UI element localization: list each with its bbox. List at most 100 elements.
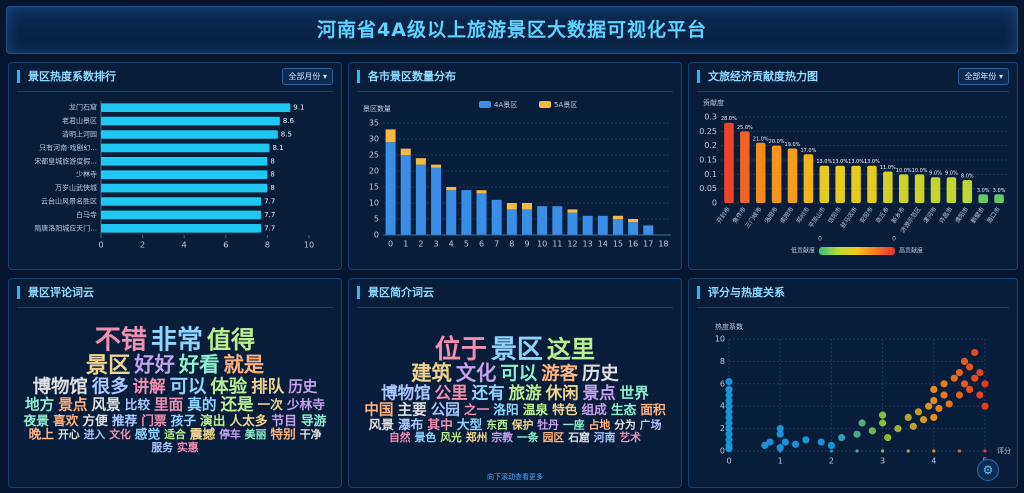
filter-text[interactable]: 全部年份 bbox=[964, 72, 997, 81]
x-tick-label: 4 bbox=[182, 241, 187, 250]
point bbox=[976, 369, 984, 377]
word: 景色 bbox=[415, 430, 437, 444]
word: 园区 bbox=[543, 431, 565, 444]
point bbox=[761, 441, 769, 449]
bar-segment bbox=[643, 225, 654, 235]
divider bbox=[697, 91, 1009, 92]
bar bbox=[867, 165, 877, 203]
value-label: 21.0% bbox=[753, 136, 769, 142]
panel-title: 景区热度系数排行 bbox=[17, 70, 116, 83]
x-tick-label: 3 bbox=[434, 240, 439, 249]
word: 还有 bbox=[471, 383, 505, 403]
word: 晚上 bbox=[29, 427, 55, 442]
x-tick-label: 6 bbox=[223, 241, 228, 250]
bar bbox=[101, 183, 268, 193]
x-tick-label: 10 bbox=[304, 241, 314, 250]
x-tick-label: 2 bbox=[418, 240, 423, 249]
bar-segment bbox=[537, 206, 548, 235]
x-tick-label: 鹤壁市 bbox=[969, 205, 986, 224]
panel: 各市景区数量分布 0 5 10 15 20 25 30 35 景区数量 4A景区 5A景区 0 1 2 3 4… bbox=[348, 62, 682, 270]
bar-segment bbox=[567, 212, 578, 235]
word: 历史 bbox=[582, 363, 619, 385]
bar-segment bbox=[476, 193, 487, 235]
page-title: 河南省4A级以上旅游景区大数据可视化平台 bbox=[6, 6, 1018, 54]
bar bbox=[898, 174, 909, 203]
x-tick-label: 漯河市 bbox=[921, 205, 938, 224]
value-label: 8 bbox=[270, 157, 274, 165]
panel-title: 文旅经济贡献度热力图 bbox=[697, 70, 818, 83]
point bbox=[957, 449, 961, 453]
y-tick-label: 6 bbox=[720, 379, 725, 388]
bar bbox=[946, 177, 957, 203]
bar bbox=[851, 165, 861, 203]
filter-dropdown[interactable]: 全部月份 ▾ bbox=[282, 68, 333, 85]
chart: 0 0.05 0.1 0.15 0.2 0.25 0.3 贡献度 28.0% 开封市 25.0% 焦作… bbox=[699, 98, 1007, 255]
point bbox=[725, 430, 733, 438]
word: 还是 bbox=[219, 395, 254, 414]
filter-text[interactable]: 全部月份 bbox=[288, 72, 321, 81]
scroll-hint: 向下滚动查看更多 bbox=[487, 472, 543, 481]
y-axis-label: 贡献度 bbox=[703, 98, 724, 107]
x-tick-label: 1 bbox=[403, 240, 408, 249]
bar bbox=[101, 143, 270, 153]
y-tick-label: 白马寺 bbox=[76, 210, 97, 219]
value-label: 9.1 bbox=[293, 104, 304, 112]
chart: 不错 非常 值得景区 好好 好看 就是博物馆 很多 讲解 可以 体验 排队 历史地方 景点 风景 比较 里面真… bbox=[23, 325, 327, 453]
bar bbox=[740, 131, 750, 203]
point bbox=[955, 369, 963, 377]
word: 大型 bbox=[457, 417, 483, 432]
point bbox=[906, 449, 910, 453]
word: 游客 bbox=[541, 363, 578, 385]
word: 很多 bbox=[92, 375, 129, 397]
word: 公园 bbox=[431, 402, 460, 419]
visual-map-min: 0 bbox=[818, 236, 822, 243]
x-tick-label: 商丘市 bbox=[874, 205, 891, 224]
word: 夜景 bbox=[23, 413, 50, 428]
x-tick-label: 洛阳市 bbox=[763, 205, 780, 224]
word: 一次 bbox=[257, 397, 283, 412]
point bbox=[725, 397, 733, 405]
divider bbox=[357, 307, 673, 308]
chart: 0246810012345评分热度系数 bbox=[715, 322, 1011, 466]
value-label: 8 bbox=[270, 171, 274, 179]
word: 河南 bbox=[594, 430, 616, 444]
bar-segment bbox=[506, 203, 517, 210]
bar bbox=[978, 194, 988, 203]
x-tick-label: 新乡市 bbox=[890, 205, 907, 224]
x-tick-label: 周口市 bbox=[985, 205, 1002, 224]
bar bbox=[724, 122, 734, 203]
value-label: 13.0% bbox=[848, 159, 864, 165]
y-tick-label: 20 bbox=[369, 167, 379, 176]
settings-button[interactable]: ⚙ bbox=[977, 459, 999, 481]
word: 生态 bbox=[611, 402, 637, 417]
word: 公里 bbox=[435, 384, 468, 403]
y-tick-label: 0.25 bbox=[699, 127, 717, 136]
word: 景区 bbox=[491, 335, 543, 365]
x-tick-label: 18 bbox=[658, 240, 668, 249]
point bbox=[940, 391, 948, 399]
bar-segment bbox=[461, 190, 472, 235]
bar bbox=[962, 180, 973, 203]
bar bbox=[835, 165, 845, 203]
panel-title: 评分与热度关系 bbox=[697, 286, 785, 299]
bar-segment bbox=[400, 148, 411, 155]
value-label: 17.0% bbox=[800, 148, 816, 154]
word: 美丽 bbox=[245, 427, 267, 441]
point bbox=[879, 411, 887, 419]
point bbox=[725, 436, 733, 444]
filter-dropdown[interactable]: 全部年份 ▾ bbox=[958, 68, 1009, 85]
word: 干净 bbox=[300, 427, 322, 441]
x-tick-label: 2 bbox=[829, 457, 834, 466]
point bbox=[781, 438, 789, 446]
legend-swatch bbox=[479, 101, 491, 108]
bar bbox=[755, 142, 766, 203]
word: 艺术 bbox=[619, 430, 641, 444]
y-tick-label: 35 bbox=[369, 119, 379, 128]
bar-segment bbox=[415, 164, 426, 235]
panel-title: 景区评论词云 bbox=[17, 286, 94, 299]
y-axis-label: 热度系数 bbox=[715, 322, 743, 331]
word: 值得 bbox=[207, 326, 255, 354]
word: 好看 bbox=[178, 352, 220, 376]
x-tick-label: 焦作市 bbox=[731, 205, 748, 224]
